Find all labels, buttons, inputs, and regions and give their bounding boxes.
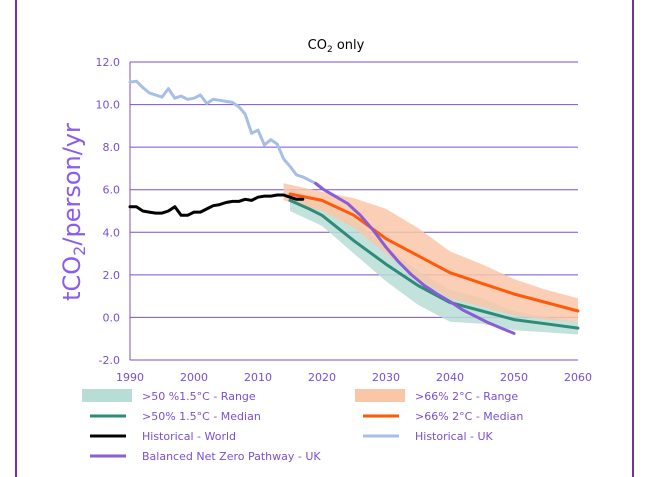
series-world — [128, 193, 305, 217]
series-median2 — [288, 192, 580, 313]
legend-label-world: Historical - World — [142, 430, 236, 443]
legend-label-nz: Balanced Net Zero Pathway - UK — [142, 450, 321, 463]
x-tick-label: 1990 — [116, 371, 144, 384]
y-tick-label: 0.0 — [103, 311, 121, 324]
x-tick-label: 2000 — [180, 371, 208, 384]
legend-label-range15: >50 %1.5°C - Range — [142, 390, 256, 403]
x-tick-label: 2040 — [436, 371, 464, 384]
legend-label-uk: Historical - UK — [415, 430, 494, 443]
legend-label-range2: >66% 2°C - Range — [415, 390, 518, 403]
x-tick-label: 2060 — [564, 371, 592, 384]
x-tick-label: 2020 — [308, 371, 336, 384]
y-tick-label: 10.0 — [96, 99, 121, 112]
y-tick-label: 4.0 — [103, 226, 121, 239]
series-median15 — [288, 198, 580, 330]
y-axis-label: tCO2/person/yr — [58, 123, 89, 301]
legend-swatch-range15 — [82, 389, 132, 402]
x-tick-label: 2030 — [372, 371, 400, 384]
range-bands — [283, 183, 578, 335]
y-tick-labels: -2.0 0.0 2.0 4.0 6.0 8.0 10.0 12.0 — [96, 56, 121, 367]
y-tick-label: -2.0 — [99, 354, 120, 367]
x-tick-label: 2050 — [500, 371, 528, 384]
x-tick-labels: 1990 2000 2010 2020 2030 2040 2050 2060 — [116, 371, 592, 384]
x-tick-label: 2010 — [244, 371, 272, 384]
legend-label-median2: >66% 2°C - Median — [415, 410, 523, 423]
chart-title: CO2 only — [308, 38, 365, 55]
legend-label-median15: >50% 1.5°C - Median — [142, 410, 261, 423]
series-lines — [128, 79, 580, 335]
y-tick-label: 12.0 — [96, 56, 121, 69]
y-tick-label: 8.0 — [103, 141, 121, 154]
legend-swatch-range2 — [355, 389, 405, 402]
y-tick-label: 6.0 — [103, 184, 121, 197]
series-uk — [128, 79, 324, 190]
series-nz — [314, 181, 516, 335]
legend: >50 %1.5°C - Range >66% 2°C - Range >50% 1… — [82, 389, 523, 463]
y-tick-label: 2.0 — [103, 269, 121, 282]
